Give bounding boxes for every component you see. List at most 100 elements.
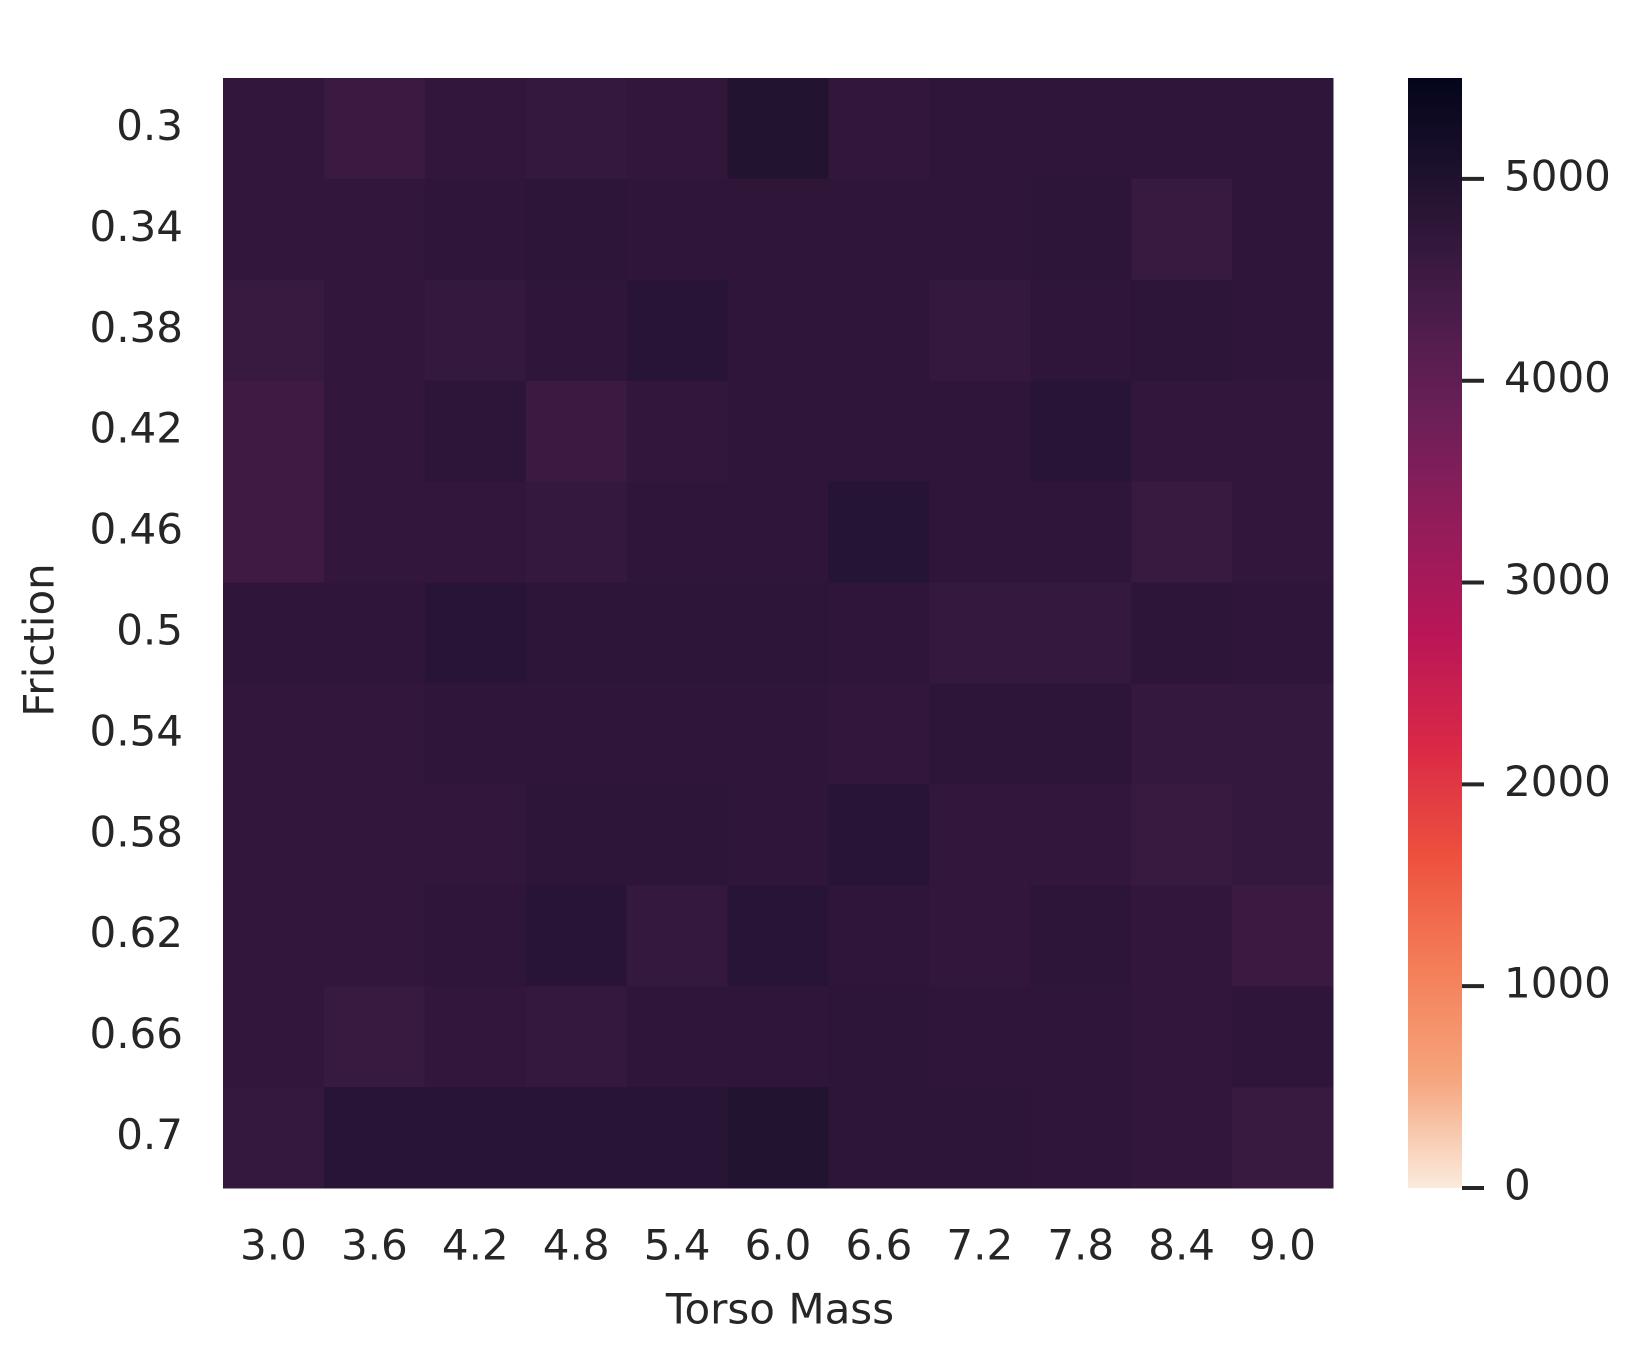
y-tick-label: 0.5 bbox=[116, 606, 183, 655]
heatmap-cell bbox=[424, 380, 527, 483]
heatmap-cell bbox=[223, 784, 325, 886]
y-tick-label: 0.66 bbox=[89, 1009, 183, 1058]
heatmap-cell bbox=[828, 986, 930, 1088]
x-tick-label: 7.8 bbox=[1047, 1221, 1114, 1270]
y-tick-label: 0.54 bbox=[89, 706, 183, 755]
heatmap-cell bbox=[223, 178, 325, 281]
heatmap-cell bbox=[525, 481, 628, 584]
heatmap-cell bbox=[323, 279, 426, 382]
heatmap-cell bbox=[626, 986, 729, 1088]
heatmap-cell bbox=[223, 582, 325, 684]
heatmap-cell bbox=[929, 885, 1031, 987]
colorbar-tick-label: 5000 bbox=[1504, 151, 1611, 200]
heatmap-cell bbox=[1232, 279, 1334, 382]
heatmap-cell bbox=[929, 1087, 1031, 1189]
heatmap-cell bbox=[525, 78, 628, 180]
heatmap-cell bbox=[828, 178, 930, 281]
heatmap-cell bbox=[1030, 178, 1132, 281]
heatmap-cell bbox=[727, 683, 829, 785]
heatmap-cell bbox=[1232, 1087, 1334, 1189]
heatmap-cell bbox=[828, 582, 930, 684]
heatmap-cell bbox=[1030, 986, 1132, 1088]
heatmap-cell bbox=[1232, 885, 1334, 987]
heatmap-cell bbox=[424, 784, 527, 886]
heatmap-cell bbox=[626, 78, 729, 180]
heatmap-cell bbox=[424, 683, 527, 785]
y-tick-label: 0.3 bbox=[116, 101, 183, 150]
heatmap-cell bbox=[525, 986, 628, 1088]
heatmap-cell bbox=[626, 279, 729, 382]
heatmap-cell bbox=[323, 986, 426, 1088]
heatmap-cell bbox=[1232, 683, 1334, 785]
heatmap-cell bbox=[1030, 784, 1132, 886]
y-tick-label: 0.58 bbox=[89, 807, 183, 856]
heatmap-cell bbox=[1030, 481, 1132, 584]
heatmap-cell bbox=[223, 481, 325, 584]
heatmap-cell bbox=[929, 784, 1031, 886]
x-tick-label: 9.0 bbox=[1249, 1221, 1316, 1270]
heatmap-cell bbox=[424, 178, 527, 281]
y-tick-label: 0.34 bbox=[89, 202, 183, 251]
x-tick-label: 3.6 bbox=[341, 1221, 408, 1270]
heatmap-cell bbox=[323, 481, 426, 584]
x-tick-label: 5.4 bbox=[644, 1221, 711, 1270]
heatmap-cell bbox=[828, 683, 930, 785]
heatmap-cell bbox=[424, 279, 527, 382]
heatmap-cell bbox=[1030, 885, 1132, 987]
x-tick-label: 6.0 bbox=[745, 1221, 812, 1270]
x-axis-label: Torso Mass bbox=[665, 1285, 894, 1334]
heatmap-cell bbox=[1131, 1087, 1233, 1189]
y-tick-label: 0.62 bbox=[89, 908, 183, 957]
heatmap-cell bbox=[626, 481, 729, 584]
heatmap-cell bbox=[323, 582, 426, 684]
heatmap-cell bbox=[323, 380, 426, 483]
heatmap-cell bbox=[525, 1087, 628, 1189]
x-tick-label: 8.4 bbox=[1148, 1221, 1215, 1270]
heatmap-cell bbox=[1131, 683, 1233, 785]
heatmap-cell bbox=[626, 380, 729, 483]
heatmap-cell bbox=[323, 784, 426, 886]
heatmap-cell bbox=[626, 582, 729, 684]
heatmap-cell bbox=[525, 683, 628, 785]
heatmap-cell bbox=[525, 380, 628, 483]
heatmap-cell bbox=[929, 178, 1031, 281]
heatmap-cell bbox=[626, 683, 729, 785]
heatmap-cell bbox=[223, 279, 325, 382]
colorbar bbox=[1408, 78, 1462, 1188]
heatmap-cell bbox=[929, 582, 1031, 684]
heatmap-cell bbox=[727, 78, 829, 180]
heatmap-cell bbox=[525, 784, 628, 886]
heatmap-cell bbox=[424, 582, 527, 684]
heatmap-cell bbox=[828, 279, 930, 382]
heatmap-cell bbox=[323, 178, 426, 281]
y-tick-label: 0.38 bbox=[89, 303, 183, 352]
heatmap-cell bbox=[323, 683, 426, 785]
heatmap-cell bbox=[223, 683, 325, 785]
y-axis-label: Friction bbox=[15, 563, 64, 717]
heatmap-cell bbox=[929, 986, 1031, 1088]
x-tick-label: 6.6 bbox=[846, 1221, 913, 1270]
heatmap-cell bbox=[1131, 481, 1233, 584]
heatmap-cell bbox=[1131, 885, 1233, 987]
x-tick-label: 3.0 bbox=[240, 1221, 307, 1270]
heatmap-cell bbox=[929, 78, 1031, 180]
x-tick-label: 7.2 bbox=[946, 1221, 1013, 1270]
heatmap-cell bbox=[525, 279, 628, 382]
heatmap-cell bbox=[1232, 78, 1334, 180]
heatmap-cell bbox=[323, 885, 426, 987]
y-tick-label: 0.42 bbox=[89, 404, 183, 453]
heatmap-cell bbox=[1131, 178, 1233, 281]
heatmap-cell bbox=[727, 481, 829, 584]
y-tick-label: 0.46 bbox=[89, 505, 183, 554]
heatmap-cell bbox=[525, 885, 628, 987]
heatmap-cell bbox=[1232, 784, 1334, 886]
heatmap-cell bbox=[626, 178, 729, 281]
heatmap-cell bbox=[1131, 582, 1233, 684]
heatmap-cell bbox=[1232, 481, 1334, 584]
heatmap-cell bbox=[424, 481, 527, 584]
heatmap-cell bbox=[1232, 380, 1334, 483]
heatmap-cell bbox=[1131, 986, 1233, 1088]
heatmap-cell bbox=[828, 481, 930, 584]
heatmap-cell bbox=[424, 78, 527, 180]
